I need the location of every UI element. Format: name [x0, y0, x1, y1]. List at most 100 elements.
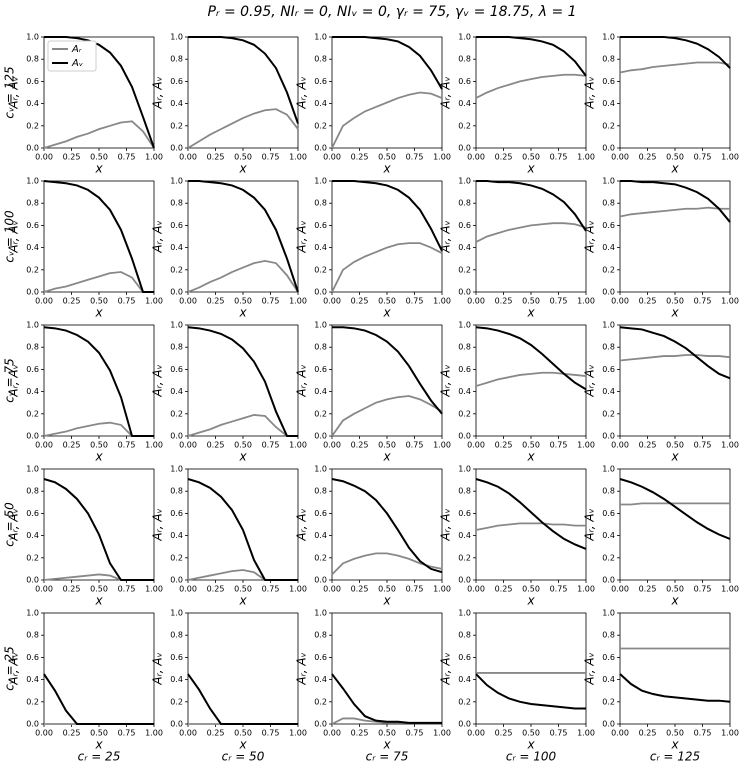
series-line: [331, 673, 442, 724]
x-tick-label: 1.00: [289, 297, 307, 306]
y-tick-label: 0.2: [458, 553, 471, 562]
y-axis-label: Aᵣ, Aᵥ: [7, 364, 21, 397]
x-tick-label: 1.00: [721, 297, 739, 306]
x-tick-label: 0.75: [118, 585, 136, 594]
y-tick-label: 1.0: [314, 177, 327, 186]
y-tick-label: 0.2: [170, 121, 183, 130]
x-tick-label: 0.00: [467, 585, 485, 594]
y-axis-label: Aᵣ, Aᵥ: [439, 652, 453, 685]
row-label: cᵥ = 50: [3, 502, 17, 547]
legend-label: Aᵣ: [71, 44, 82, 55]
y-tick-label: 0.2: [170, 553, 183, 562]
x-axis-label: x: [94, 306, 103, 320]
y-tick-label: 0.8: [602, 631, 615, 640]
y-axis-label: Aᵣ, Aᵥ: [295, 364, 309, 397]
x-axis-label: x: [94, 450, 103, 464]
x-tick-label: 0.50: [666, 153, 684, 162]
y-tick-label: 1.0: [170, 177, 183, 186]
x-tick-label: 1.00: [145, 585, 163, 594]
x-tick-label: 0.00: [35, 297, 53, 306]
y-tick-label: 0.6: [314, 653, 327, 662]
x-tick-label: 0.00: [179, 297, 197, 306]
axes-frame: [43, 612, 155, 725]
y-tick-label: 0.8: [26, 343, 39, 352]
y-tick-label: 0.6: [602, 509, 615, 518]
y-tick-label: 0.6: [314, 509, 327, 518]
y-tick-label: 0.6: [458, 77, 471, 86]
x-tick-label: 0.75: [406, 441, 424, 450]
axes-frame: [619, 612, 731, 725]
y-tick-label: 0.2: [458, 409, 471, 418]
series-line: [475, 326, 587, 391]
y-tick-label: 1.0: [314, 465, 327, 474]
y-tick-label: 0.2: [602, 121, 615, 130]
x-tick-label: 0.00: [611, 153, 629, 162]
y-tick-label: 1.0: [458, 321, 471, 330]
y-tick-label: 0.8: [458, 55, 471, 64]
x-tick-label: 1.00: [145, 441, 163, 450]
x-tick-label: 0.25: [63, 585, 81, 594]
x-tick-label: 0.75: [550, 441, 568, 450]
y-tick-label: 0.2: [26, 697, 39, 706]
y-axis-label: Aᵣ, Aᵥ: [7, 220, 21, 253]
x-axis-label: x: [670, 450, 679, 464]
y-axis-label: Aᵣ, Aᵥ: [295, 220, 309, 253]
y-tick-label: 0.2: [314, 121, 327, 130]
y-axis-label: Aᵣ, Aᵥ: [583, 508, 597, 541]
x-tick-label: 0.75: [550, 585, 568, 594]
y-tick-label: 0.0: [458, 288, 471, 297]
y-tick-label: 0.2: [458, 121, 471, 130]
y-tick-label: 0.2: [170, 697, 183, 706]
series-line: [475, 222, 587, 243]
y-axis-label: Aᵣ, Aᵥ: [151, 76, 165, 109]
axes-frame: [187, 36, 299, 149]
x-tick-label: 0.75: [118, 729, 136, 738]
y-tick-label: 0.8: [170, 199, 183, 208]
x-tick-label: 0.75: [550, 297, 568, 306]
y-tick-label: 0.6: [602, 653, 615, 662]
y-axis-label: Aᵣ, Aᵥ: [295, 76, 309, 109]
y-tick-label: 0.6: [26, 509, 39, 518]
x-axis-label: x: [94, 738, 103, 752]
figure-title: Pᵣ = 0.95, NIᵣ = 0, NIᵥ = 0, γᵣ = 75, γᵥ…: [207, 4, 576, 20]
y-tick-label: 1.0: [458, 177, 471, 186]
x-tick-label: 0.00: [467, 153, 485, 162]
series-line: [619, 206, 730, 218]
series-line: [620, 180, 731, 223]
axes-frame: [619, 468, 731, 581]
x-tick-label: 0.50: [522, 441, 540, 450]
y-tick-label: 0.0: [26, 144, 39, 153]
y-tick-label: 0.0: [458, 576, 471, 585]
x-tick-label: 1.00: [289, 585, 307, 594]
y-tick-label: 0.4: [458, 531, 471, 540]
x-axis-label: x: [526, 450, 535, 464]
y-tick-label: 0.6: [458, 221, 471, 230]
y-tick-label: 0.2: [602, 409, 615, 418]
axes-frame: [187, 180, 299, 293]
x-tick-label: 0.50: [90, 585, 108, 594]
x-tick-label: 0.75: [694, 153, 712, 162]
y-tick-label: 0.8: [26, 55, 39, 64]
x-tick-label: 0.25: [351, 297, 369, 306]
series-line: [43, 120, 155, 149]
y-tick-label: 0.4: [26, 531, 39, 540]
y-tick-label: 1.0: [26, 177, 39, 186]
y-tick-label: 0.6: [26, 365, 39, 374]
y-tick-label: 1.0: [602, 609, 615, 618]
series-line: [331, 395, 443, 437]
x-tick-label: 0.00: [323, 729, 341, 738]
y-tick-label: 1.0: [314, 609, 327, 618]
x-tick-label: 0.25: [63, 153, 81, 162]
y-tick-label: 0.0: [26, 720, 39, 729]
y-tick-label: 0.6: [458, 365, 471, 374]
series-line: [187, 413, 298, 437]
y-tick-label: 0.0: [458, 144, 471, 153]
x-axis-label: x: [382, 594, 391, 608]
x-tick-label: 0.50: [90, 153, 108, 162]
x-tick-label: 0.00: [467, 297, 485, 306]
x-tick-label: 0.50: [234, 153, 252, 162]
x-tick-label: 1.00: [721, 585, 739, 594]
x-tick-label: 0.25: [351, 585, 369, 594]
y-axis-label: Aᵣ, Aᵥ: [7, 508, 21, 541]
y-tick-label: 0.0: [458, 432, 471, 441]
